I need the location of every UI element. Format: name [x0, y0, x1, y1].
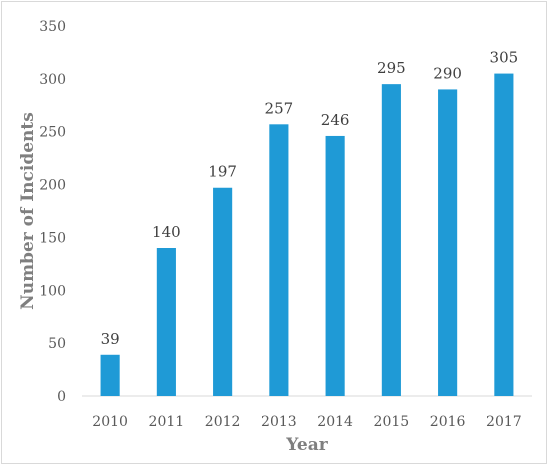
bar	[438, 89, 458, 396]
x-axis-title: Year	[285, 435, 328, 455]
bar	[100, 354, 120, 396]
bar	[213, 187, 233, 396]
y-axis-title: Number of Incidents	[18, 112, 38, 310]
data-label: 295	[377, 59, 406, 77]
y-tick-label: 200	[39, 178, 66, 194]
y-tick-label: 250	[39, 125, 66, 141]
bar	[381, 84, 401, 397]
x-tick-label: 2013	[261, 414, 297, 430]
data-label: 140	[152, 223, 181, 241]
data-label: 305	[490, 49, 519, 67]
data-label: 290	[433, 64, 462, 82]
y-tick-label: 350	[39, 19, 66, 35]
x-tick-label: 2010	[92, 414, 128, 430]
y-tick-label: 100	[39, 283, 66, 299]
x-tick-label: 2017	[486, 414, 522, 430]
x-tick-label: 2016	[430, 414, 466, 430]
data-label: 39	[101, 330, 120, 348]
y-tick-label: 0	[57, 389, 66, 405]
bar	[269, 124, 289, 397]
bar	[494, 73, 514, 397]
y-tick-label: 50	[48, 336, 66, 352]
data-labels: 39 140 197 257 246 295 290 305	[101, 49, 519, 348]
x-tick-label: 2011	[149, 414, 185, 430]
data-label: 197	[208, 163, 237, 181]
data-label: 246	[321, 111, 350, 129]
data-label: 257	[265, 99, 294, 117]
x-tick-label: 2014	[317, 414, 353, 430]
x-axis-ticks: 2010 2011 2012 2013 2014 2015 2016 2017	[92, 414, 521, 430]
x-tick-label: 2015	[374, 414, 410, 430]
y-axis-ticks: 0 50 100 150 200 250 300 350	[39, 19, 66, 405]
x-tick-label: 2012	[205, 414, 241, 430]
bars	[100, 73, 514, 397]
y-tick-label: 300	[39, 72, 66, 88]
y-tick-label: 150	[39, 230, 66, 246]
bar	[156, 248, 176, 396]
bar	[325, 135, 345, 396]
